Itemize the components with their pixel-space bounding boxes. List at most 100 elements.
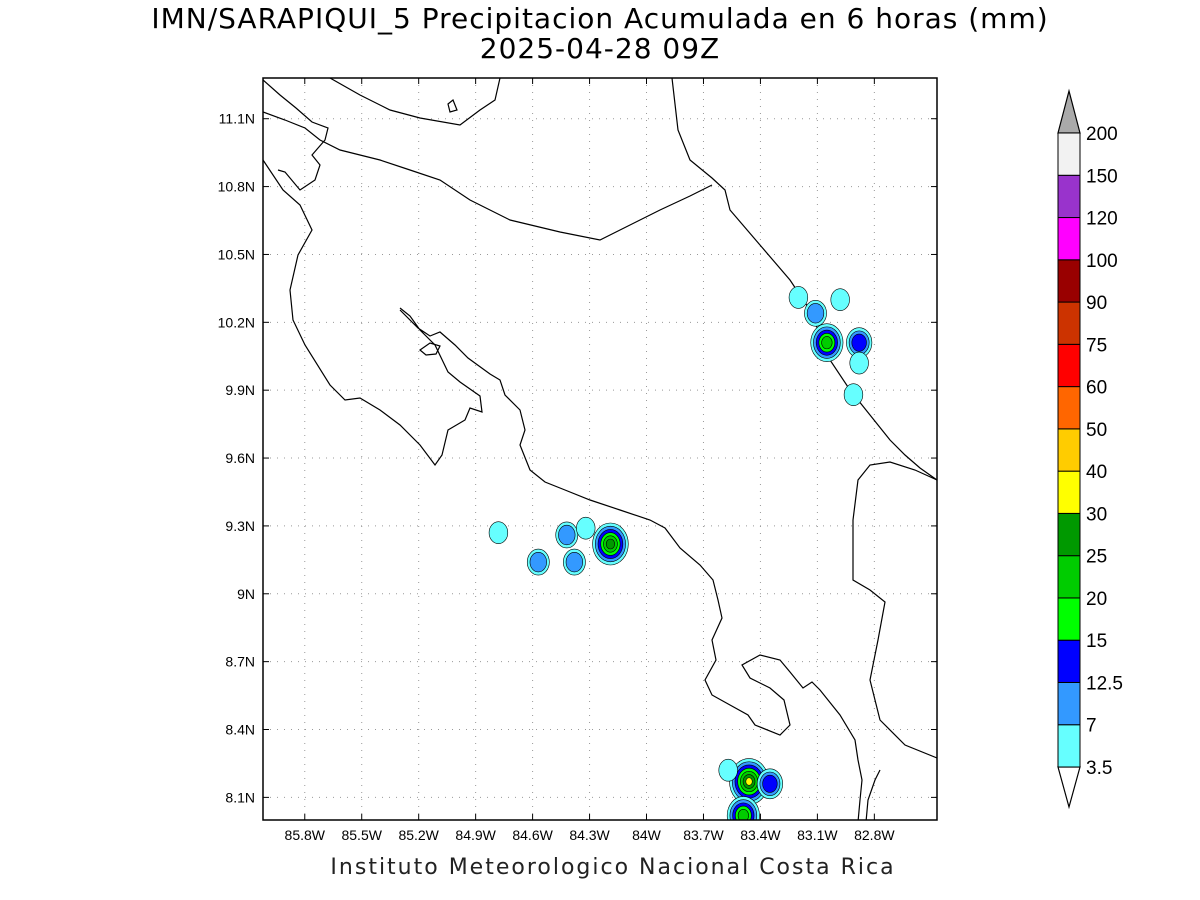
precip-contour-level-1 [565,552,583,573]
precip-cell [488,521,509,545]
precip-contour-level-0 [843,383,864,407]
colorbar-level-label: 12.5 [1086,673,1123,694]
lake-islet [447,99,458,113]
precip-contour-level-2 [851,333,867,352]
nicaragua-border [263,111,713,241]
lat-tick-label: 9N [237,586,255,602]
precip-cell [592,522,629,566]
coastline-borders [263,78,937,820]
colorbar-swatch [1057,132,1081,176]
panama-border [852,461,937,759]
lat-tick-label: 9.9N [225,382,255,398]
lon-tick-label: 84W [632,827,662,843]
map-title: IMN/SARAPIQUI_5 Precipitacion Acumulada … [151,2,1049,35]
colorbar-swatch [1057,470,1081,514]
precip-contour-level-1 [806,303,825,324]
precip-contour-level-0 [576,516,596,540]
colorbar-swatch [1057,681,1081,726]
precip-contour-level-0 [488,521,509,545]
lon-tick-label: 85.8W [285,827,326,843]
colorbar-swatch [1057,386,1081,430]
precip-cell [726,796,760,820]
colorbar-level-label: 3.5 [1086,758,1112,779]
bocas-coast [865,769,881,820]
lat-tick-label: 10.2N [218,314,255,330]
colorbar-level-label: 120 [1086,209,1118,230]
lon-tick-label: 85.5W [341,827,382,843]
precip-cell [563,548,586,576]
colorbar-level-label: 40 [1086,462,1107,483]
lon-tick-label: 84.9W [455,827,496,843]
precip-contour-level-0 [830,288,850,311]
colorbar-level-label: 75 [1086,335,1107,356]
precip-cell [526,548,550,576]
precip-cell [718,758,738,782]
precip-cell [849,351,869,375]
precip-cell [756,768,783,800]
colorbar-level-label: 150 [1086,166,1118,187]
lat-tick-label: 10.5N [218,246,255,262]
lat-tick-label: 9.6N [225,450,255,466]
footer-credit: Instituto Meteorologico Nacional Costa R… [330,855,896,880]
colorbar-level-label: 200 [1086,124,1118,145]
precip-cell [804,299,827,327]
lat-tick-label: 11.1N [219,111,255,127]
colorbar-swatch [1057,428,1081,472]
colorbar-level-label: 50 [1086,420,1107,441]
longitude-tick-labels: 85.8W 85.5W 85.2W 84.9W 84.6W 84.3W 84W 83.7W 83… [285,827,896,843]
colorbar-level-label: 7 [1086,716,1097,737]
precip-cell [788,286,809,309]
colorbar-level-label: 90 [1086,293,1107,314]
colorbar-swatch [1057,555,1081,599]
colorbar-swatch [1057,639,1081,683]
precipitation-colorbar: 3.5 7 12.5 15 20 25 30 40 50 60 75 90 100 120 150 200 [1057,88,1123,810]
latitude-tick-labels: 11.1N 10.8N 10.5N 10.2N 9.9N 9.6N 9.3N 9N 8.7N 8.… [218,111,255,806]
precip-cell [830,288,850,311]
map-frame [262,77,938,821]
lon-tick-label: 84.6W [512,827,553,843]
lon-tick-label: 85.2W [398,827,439,843]
lon-tick-label: 83.1W [797,827,838,843]
colorbar-level-label: 60 [1086,378,1107,399]
pacific-coastline [263,159,863,820]
colorbar-bottom-arrow [1057,766,1081,810]
precip-contour-level-5 [605,538,615,550]
precip-contour-level-1 [529,552,547,573]
colorbar-swatch [1057,597,1081,641]
precip-contour-level-0 [718,758,738,782]
colorbar-swatch [1057,724,1081,768]
colorbar-swatch [1057,512,1081,557]
colorbar-level-label: 100 [1086,251,1118,272]
precip-contour-level-2 [762,774,778,793]
colorbar-level-label: 15 [1086,631,1107,652]
colorbar-level-label: 20 [1086,589,1107,610]
lat-tick-label: 9.3N [225,518,255,534]
precip-cell [576,516,596,540]
colorbar-level-label: 25 [1086,547,1107,568]
lon-tick-label: 82.8W [854,827,895,843]
lat-tick-label: 8.4N [225,722,255,738]
lake-nicaragua-shore [329,78,501,126]
precipitation-contours [488,286,873,820]
colorbar-swatch [1057,343,1081,388]
map-subtitle-datetime: 2025-04-28 09Z [479,32,721,65]
lon-tick-label: 84.3W [569,827,610,843]
colorbar-swatch [1057,259,1081,303]
precip-contour-level-6 [745,777,753,786]
lat-tick-label: 10.8N [218,179,255,195]
precip-contour-level-4 [737,808,749,820]
colorbar-swatch [1057,217,1081,261]
colorbar-top-arrow [1057,88,1081,134]
caribbean-coastline [671,78,937,481]
colorbar-swatch [1057,301,1081,345]
lon-tick-label: 83.4W [740,827,781,843]
precip-cell [846,327,873,358]
precip-cell [555,521,579,549]
lat-tick-label: 8.1N [225,789,255,805]
precip-contour-level-0 [788,286,809,309]
precip-contour-level-1 [558,524,576,546]
northwest-coast [263,79,329,191]
precip-cell [810,323,844,362]
precip-contour-level-0 [849,351,869,375]
